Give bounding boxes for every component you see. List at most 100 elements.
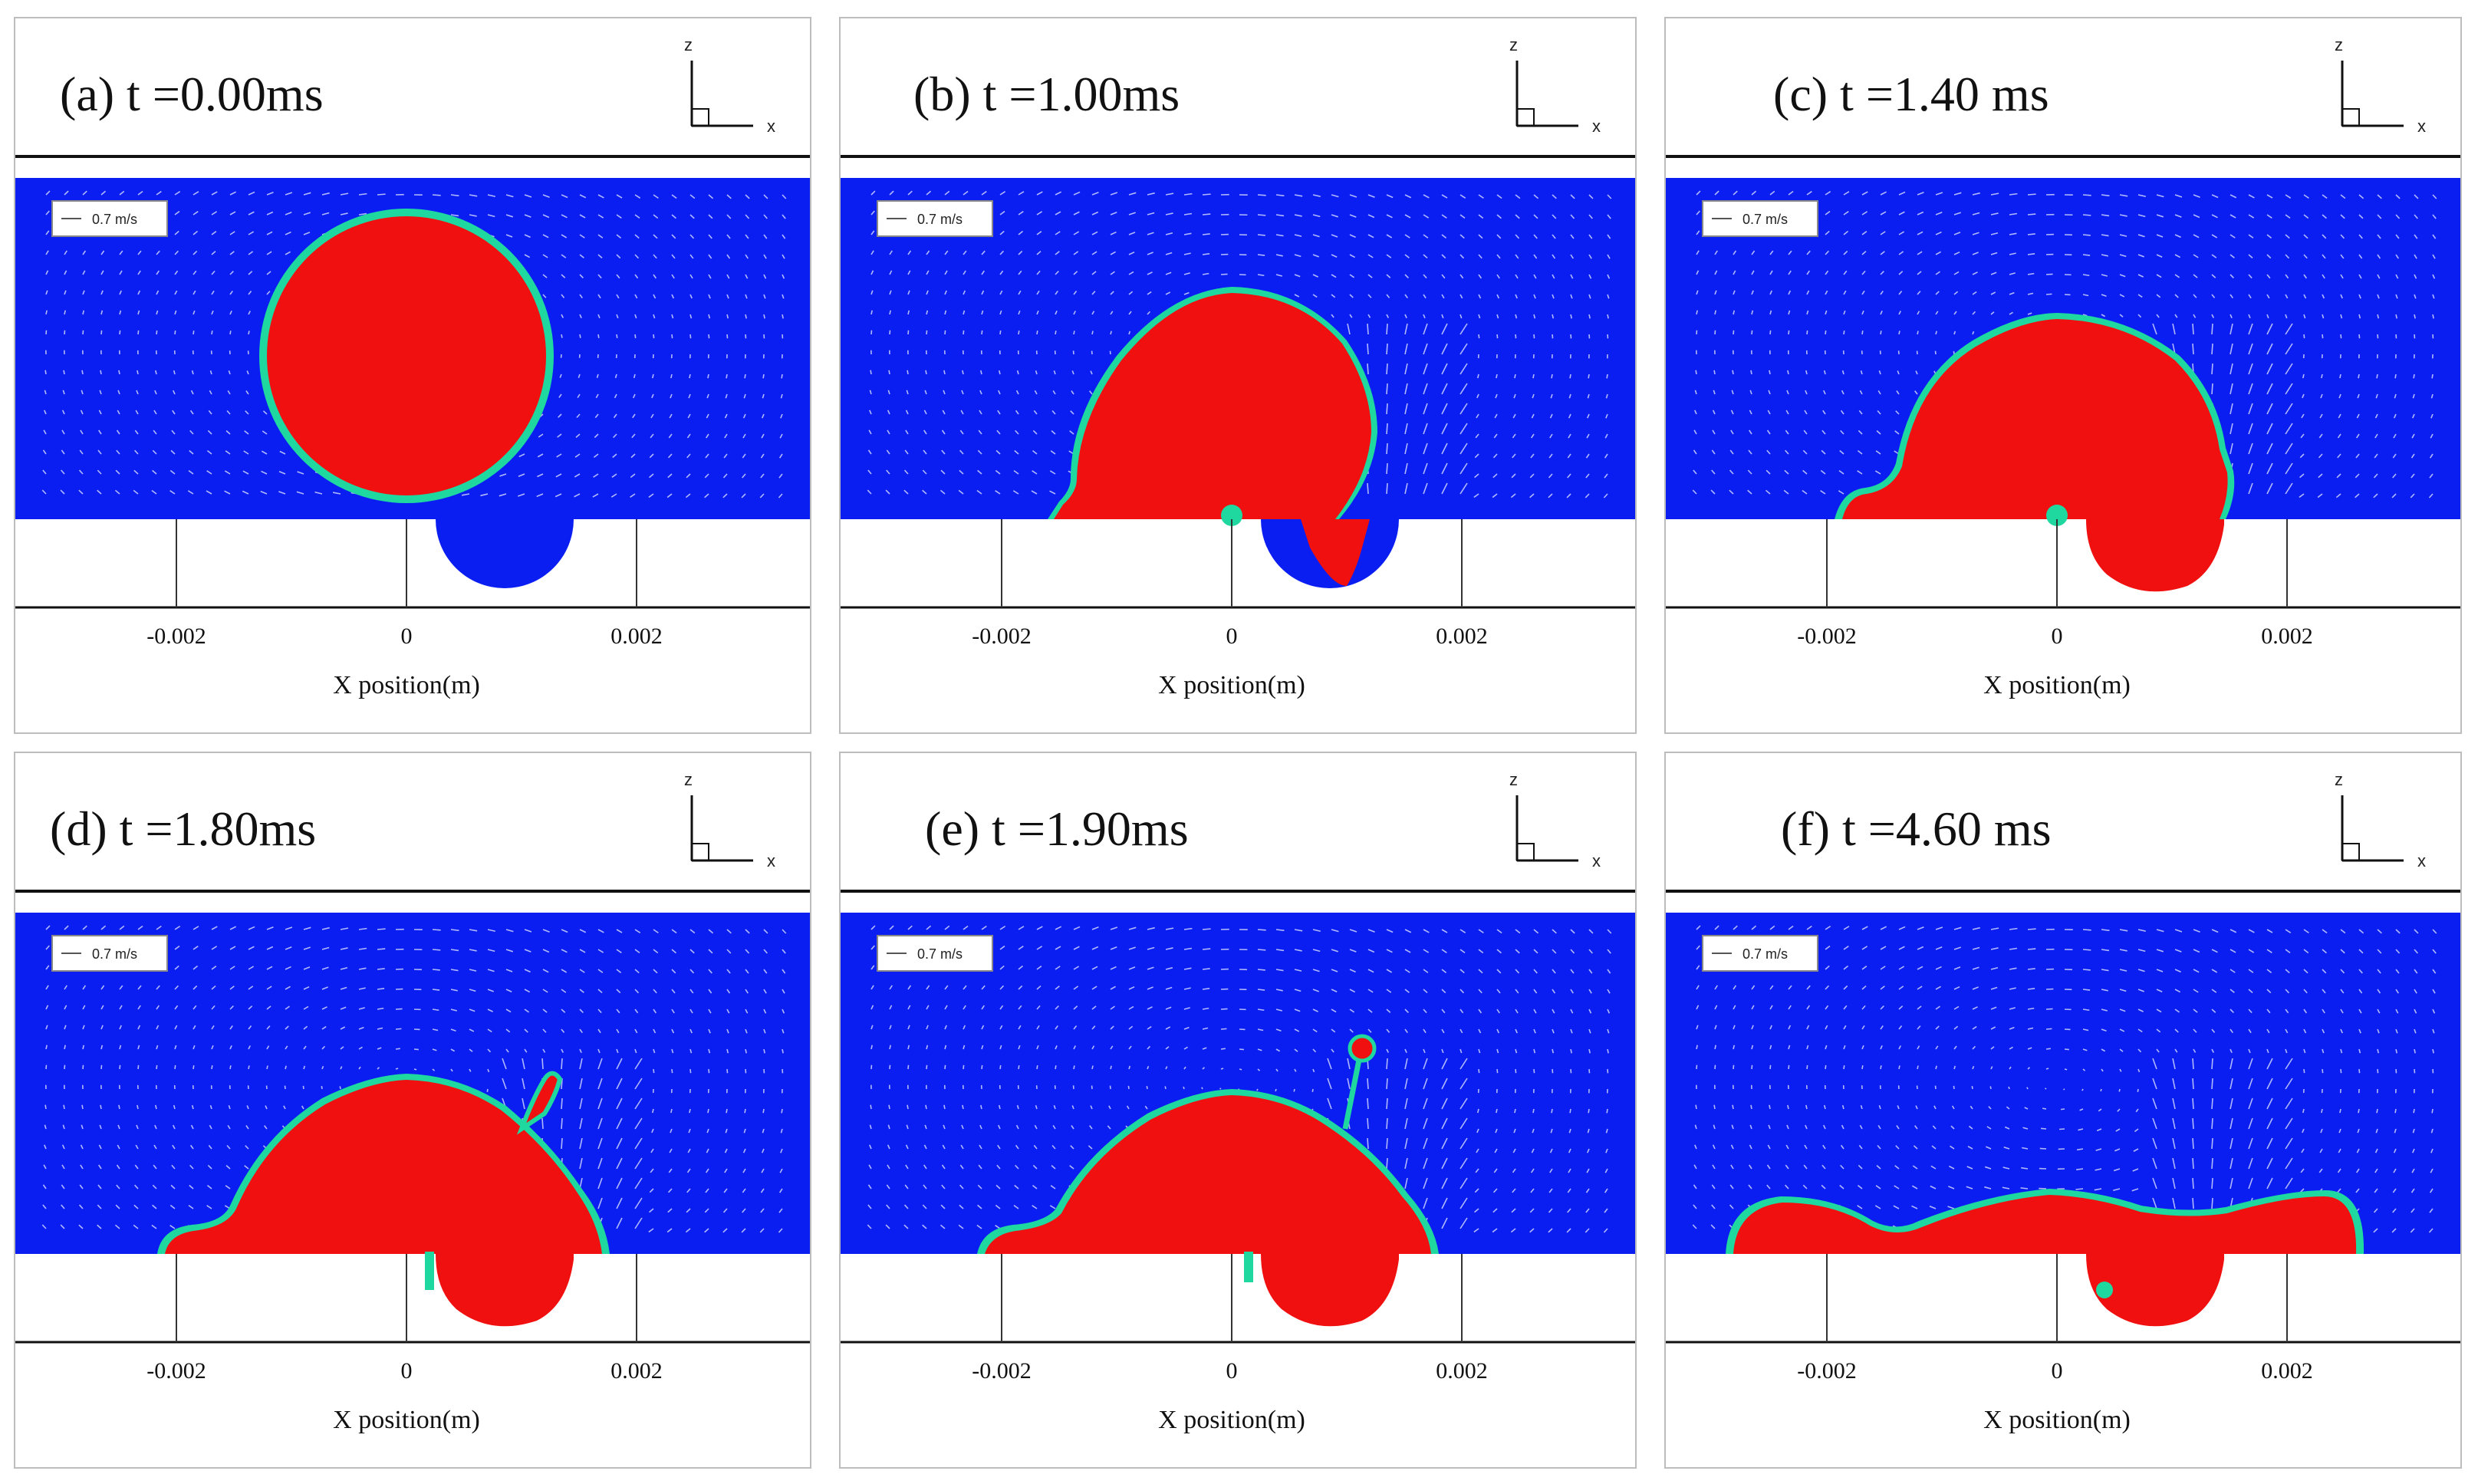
velocity-vector xyxy=(537,453,544,458)
velocity-vector xyxy=(1714,925,1719,930)
velocity-vector xyxy=(1071,390,1074,395)
velocity-vector xyxy=(742,473,746,479)
velocity-vector xyxy=(1055,966,1061,970)
velocity-vector xyxy=(170,1184,176,1190)
velocity-vector xyxy=(505,1028,511,1033)
velocity-vector xyxy=(2374,413,2378,419)
velocity-vector xyxy=(926,290,929,295)
velocity-vector xyxy=(1032,429,1038,435)
velocity-vector xyxy=(1147,291,1152,295)
velocity-vector xyxy=(762,393,765,399)
velocity-vector xyxy=(2137,194,2146,198)
velocity-vector xyxy=(2266,294,2270,299)
velocity-vector xyxy=(2322,969,2327,974)
velocity-vector xyxy=(2285,1078,2293,1090)
velocity-vector xyxy=(1566,1228,1571,1233)
velocity-vector xyxy=(64,270,67,275)
velocity-vector xyxy=(211,1025,215,1030)
velocity-vector xyxy=(1802,1184,1808,1190)
velocity-vector xyxy=(152,1184,157,1190)
velocity-vector xyxy=(1055,1065,1057,1070)
velocity-vector xyxy=(1843,250,1848,255)
velocity-vector xyxy=(1711,449,1716,455)
velocity-vector xyxy=(1935,1025,1940,1030)
velocity-vector xyxy=(561,214,568,219)
velocity-vector xyxy=(2009,291,2015,295)
velocity-vector xyxy=(174,985,179,990)
velocity-vector xyxy=(1784,469,1789,475)
velocity-vector xyxy=(1478,254,1483,259)
velocity-vector xyxy=(670,393,673,399)
velocity-legend: 0.7 m/s xyxy=(877,935,993,972)
velocity-vector xyxy=(1895,410,1900,415)
velocity-vector xyxy=(887,1124,890,1130)
velocity-vector xyxy=(667,1208,673,1213)
velocity-vector xyxy=(1055,331,1057,335)
velocity-vector xyxy=(2172,1197,2176,1209)
velocity-vector xyxy=(1788,250,1792,255)
velocity-vector xyxy=(541,1058,544,1070)
velocity-vector xyxy=(2303,1068,2305,1074)
velocity-vector xyxy=(1012,490,1019,495)
velocity-vector xyxy=(45,1005,49,1010)
velocity-vector xyxy=(189,429,194,435)
velocity-vector xyxy=(1694,390,1697,395)
velocity-vector xyxy=(1898,231,1905,235)
velocity-vector xyxy=(2193,969,2200,973)
velocity-vector xyxy=(1512,1148,1516,1153)
velocity-vector xyxy=(726,314,729,319)
velocity-vector xyxy=(1805,1104,1808,1110)
velocity-vector xyxy=(538,433,544,438)
velocity-vector xyxy=(1930,1165,1937,1170)
velocity-vector xyxy=(1880,1005,1884,1010)
velocity-vector xyxy=(1202,928,1211,930)
velocity-vector xyxy=(1512,413,1516,419)
velocity-vector xyxy=(1984,1186,1992,1190)
velocity-vector xyxy=(1788,290,1792,295)
velocity-vector xyxy=(1089,1125,1093,1130)
velocity-vector xyxy=(1312,254,1319,258)
velocity-vector xyxy=(1459,363,1468,375)
velocity-vector xyxy=(1441,294,1445,299)
velocity-vector xyxy=(2395,949,2401,954)
velocity-vector xyxy=(888,370,890,375)
velocity-vector xyxy=(2318,473,2323,479)
velocity-vector xyxy=(97,469,102,475)
velocity-vector xyxy=(1806,985,1811,990)
velocity-vector xyxy=(211,985,216,990)
droplet-liquid xyxy=(165,1080,602,1254)
velocity-vector xyxy=(687,1148,691,1153)
velocity-vector xyxy=(1990,947,1999,950)
velocity-vector xyxy=(707,1108,709,1114)
velocity-vector xyxy=(2358,1009,2362,1014)
velocity-vector xyxy=(1876,1165,1881,1170)
velocity-vector xyxy=(2248,423,2253,435)
velocity-vector xyxy=(1128,1045,1132,1050)
velocity-vector xyxy=(922,469,927,475)
velocity-vector xyxy=(1331,294,1336,298)
velocity-vector xyxy=(1825,985,1830,990)
velocity-legend-label: 0.7 m/s xyxy=(1742,212,1788,227)
velocity-vector xyxy=(2172,323,2176,335)
velocity-vector xyxy=(2041,1127,2047,1130)
velocity-vector xyxy=(1494,413,1498,419)
velocity-vector xyxy=(1386,214,1393,219)
velocity-vector xyxy=(708,1028,711,1034)
velocity-vector xyxy=(668,433,673,439)
velocity-vector xyxy=(1018,270,1022,275)
velocity-vector xyxy=(904,449,909,455)
velocity-vector xyxy=(1147,212,1155,216)
velocity-vector xyxy=(1825,250,1830,255)
velocity-vector xyxy=(2248,363,2253,375)
velocity-vector xyxy=(780,1148,783,1153)
velocity-vector xyxy=(2027,252,2035,255)
velocity-vector xyxy=(2230,1078,2233,1090)
velocity-vector xyxy=(358,927,367,930)
velocity-vector xyxy=(133,1204,139,1209)
velocity-vector xyxy=(1367,294,1372,298)
velocity-vector xyxy=(1496,1028,1500,1034)
velocity-vector xyxy=(98,1164,102,1170)
velocity-vector xyxy=(1990,252,1998,255)
velocity-vector xyxy=(211,231,217,235)
velocity-vector xyxy=(116,1164,120,1170)
